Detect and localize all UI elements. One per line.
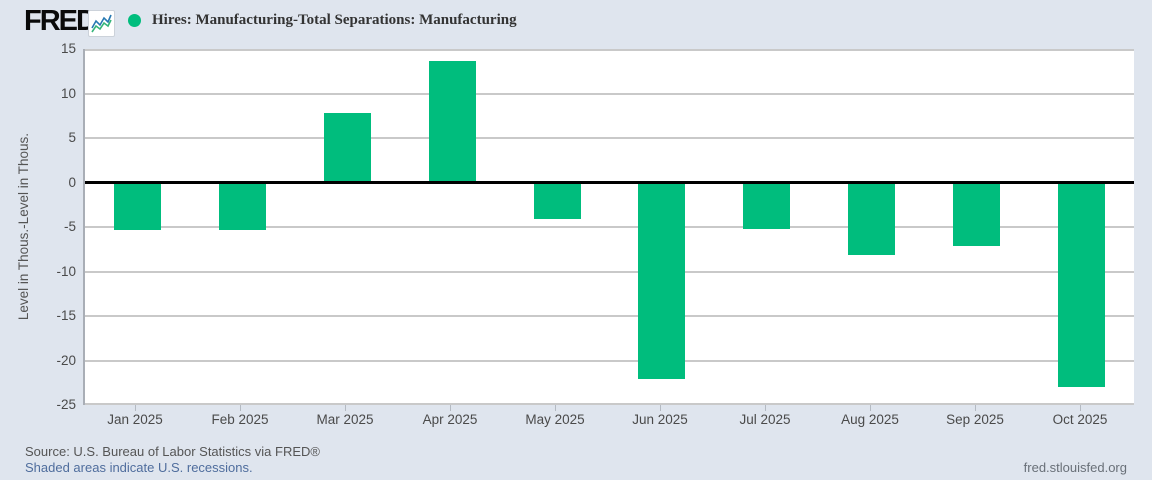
gridline--15 [85, 315, 1134, 317]
plot-area [83, 49, 1134, 405]
x-tick [765, 405, 766, 411]
x-tick-label-sep-2025: Sep 2025 [946, 412, 1004, 427]
y-tick-label--5: -5 [63, 219, 76, 234]
y-tick-label-5: 5 [68, 130, 76, 145]
fred-logo-text: FRED [24, 5, 97, 37]
x-tick [345, 405, 346, 411]
bar-oct-2025 [1058, 183, 1105, 387]
y-tick-label--10: -10 [56, 264, 76, 279]
bar-jun-2025 [638, 183, 685, 379]
x-tick-label-jul-2025: Jul 2025 [739, 412, 791, 427]
bar-feb-2025 [219, 183, 266, 230]
y-tick-label-10: 10 [60, 86, 76, 101]
bar-apr-2025 [429, 61, 476, 183]
x-tick-label-feb-2025: Feb 2025 [211, 412, 269, 427]
sparkline-green [91, 19, 112, 33]
y-tick-label--20: -20 [56, 353, 76, 368]
bar-may-2025 [534, 183, 581, 219]
bar-jan-2025 [114, 183, 161, 230]
site-link[interactable]: fred.stlouisfed.org [1023, 460, 1127, 475]
x-tick [555, 405, 556, 411]
recession-note-link[interactable]: Shaded areas indicate U.S. recessions. [25, 460, 253, 475]
legend: Hires: Manufacturing-Total Separations: … [128, 12, 517, 29]
gridline--10 [85, 271, 1134, 273]
x-tick-label-mar-2025: Mar 2025 [316, 412, 374, 427]
x-tick [660, 405, 661, 411]
gridline--5 [85, 226, 1134, 228]
x-tick-label-apr-2025: Apr 2025 [422, 412, 478, 427]
source-note: Source: U.S. Bureau of Labor Statistics … [25, 444, 320, 459]
x-tick-label-aug-2025: Aug 2025 [841, 412, 899, 427]
series-title: Hires: Manufacturing-Total Separations: … [152, 12, 517, 28]
bar-sep-2025 [953, 183, 1000, 246]
sparkline-blue [91, 14, 112, 29]
bar-mar-2025 [324, 113, 371, 182]
y-tick-label--25: -25 [56, 397, 76, 412]
x-tick-label-may-2025: May 2025 [525, 412, 585, 427]
y-tick-label-15: 15 [60, 41, 76, 56]
x-tick [240, 405, 241, 411]
fred-sparkline-icon [88, 10, 115, 37]
x-tick-label-jan-2025: Jan 2025 [107, 412, 163, 427]
bar-aug-2025 [848, 183, 895, 255]
series-dot-icon [128, 14, 141, 27]
gridline-5 [85, 137, 1134, 139]
x-tick [1080, 405, 1081, 411]
x-tick [870, 405, 871, 411]
y-tick-label--15: -15 [56, 308, 76, 323]
x-tick [135, 405, 136, 411]
bar-jul-2025 [743, 183, 790, 229]
zero-line [85, 181, 1134, 184]
gridline--25 [85, 403, 1134, 405]
gridline-10 [85, 93, 1134, 95]
y-tick-label-0: 0 [68, 175, 76, 190]
x-tick [975, 405, 976, 411]
x-tick [450, 405, 451, 411]
gridline--20 [85, 360, 1134, 362]
x-tick-label-oct-2025: Oct 2025 [1052, 412, 1108, 427]
gridline-15 [85, 49, 1134, 51]
x-tick-label-jun-2025: Jun 2025 [632, 412, 688, 427]
